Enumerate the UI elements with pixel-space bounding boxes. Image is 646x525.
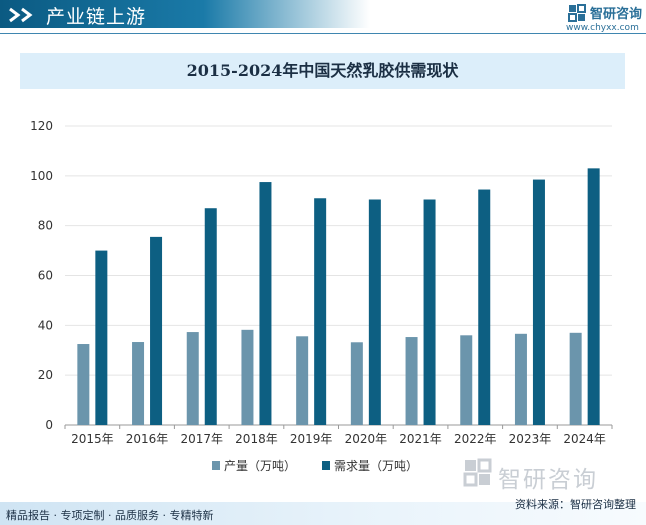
bar-demand (423, 199, 436, 425)
bar-demand (150, 236, 163, 425)
bar-production (186, 332, 199, 425)
y-tick-label: 20 (38, 368, 53, 382)
section-title: 产业链上游 (46, 6, 147, 28)
x-tick-label: 2022年 (454, 432, 497, 446)
bar-production (405, 337, 418, 425)
brand-name: 智研咨询 (590, 7, 643, 22)
y-tick-label: 40 (38, 318, 53, 332)
bar-production (296, 336, 309, 425)
double-chevron-icon (9, 7, 33, 23)
bar-demand (587, 168, 600, 425)
legend-swatch (322, 461, 330, 470)
x-tick-label: 2016年 (126, 432, 169, 446)
bar-chart: 0 20 40 60 80 100 120 2015年 2016年 2017年 2018年 2019年… (30, 119, 613, 473)
header-divider (0, 33, 646, 34)
x-tick-label: 2019年 (290, 432, 333, 446)
footer-bar (0, 502, 646, 525)
header-banner (0, 0, 370, 28)
bar-demand (478, 189, 491, 425)
y-tick-label: 0 (45, 418, 53, 432)
chart-title-box: 2015-2024年中国天然乳胶供需现状 (20, 53, 625, 89)
x-tick-label: 2020年 (345, 432, 388, 446)
watermark-logo-icon (463, 458, 492, 487)
watermark-text: 智研咨询 (498, 467, 598, 493)
bar-demand (204, 208, 217, 425)
x-tick-label: 2021年 (399, 432, 442, 446)
source-note: 资料来源：智研咨询整理 (515, 498, 636, 511)
bar-production (460, 335, 473, 425)
y-tick-label: 120 (30, 119, 53, 133)
brand-logo-icon (568, 4, 586, 22)
bar-demand (259, 182, 272, 425)
legend-label: 需求量（万吨） (334, 459, 418, 473)
y-tick-label: 60 (38, 269, 53, 283)
legend-swatch (212, 461, 220, 470)
y-tick-label: 80 (38, 219, 53, 233)
legend-label: 产量（万吨） (224, 459, 296, 473)
bar-demand (314, 198, 327, 425)
bar-production (132, 342, 145, 425)
bar-production (569, 332, 582, 425)
x-tick-label: 2018年 (235, 432, 278, 446)
bar-production (241, 329, 254, 425)
brand-url: www.chyxx.com (566, 23, 639, 33)
x-tick-label: 2024年 (563, 432, 606, 446)
y-tick-label: 100 (30, 169, 53, 183)
header: 产业链上游 智研咨询 www.chyxx.com (0, 0, 646, 34)
bar-demand (368, 199, 381, 425)
bar-production (514, 333, 527, 425)
bar-production (77, 344, 90, 425)
x-tick-label: 2023年 (509, 432, 552, 446)
bar-production (350, 342, 363, 425)
bar-demand (532, 179, 545, 425)
x-tick-label: 2015年 (71, 432, 114, 446)
bar-demand (95, 250, 108, 425)
x-tick-label: 2017年 (180, 432, 223, 446)
footer: 精品报告 · 专项定制 · 品质服务 · 专精特新 资料来源：智研咨询整理 (0, 498, 646, 525)
footer-slogan: 精品报告 · 专项定制 · 品质服务 · 专精特新 (6, 509, 214, 522)
chart-title: 2015-2024年中国天然乳胶供需现状 (186, 61, 459, 80)
